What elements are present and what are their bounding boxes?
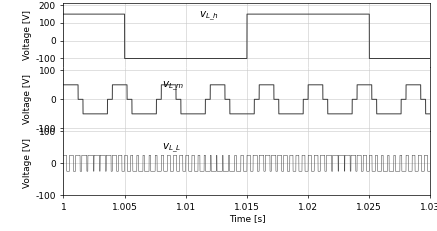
Text: $v_{L\_L}$: $v_{L\_L}$ [163, 142, 182, 155]
Text: $v_{L\_m}$: $v_{L\_m}$ [163, 80, 185, 93]
Y-axis label: Voltage [V]: Voltage [V] [24, 138, 32, 188]
Text: $v_{L\_h}$: $v_{L\_h}$ [199, 10, 219, 23]
Y-axis label: Voltage [V]: Voltage [V] [24, 10, 32, 61]
X-axis label: Time [s]: Time [s] [229, 215, 265, 224]
Y-axis label: Voltage [V]: Voltage [V] [24, 74, 32, 124]
